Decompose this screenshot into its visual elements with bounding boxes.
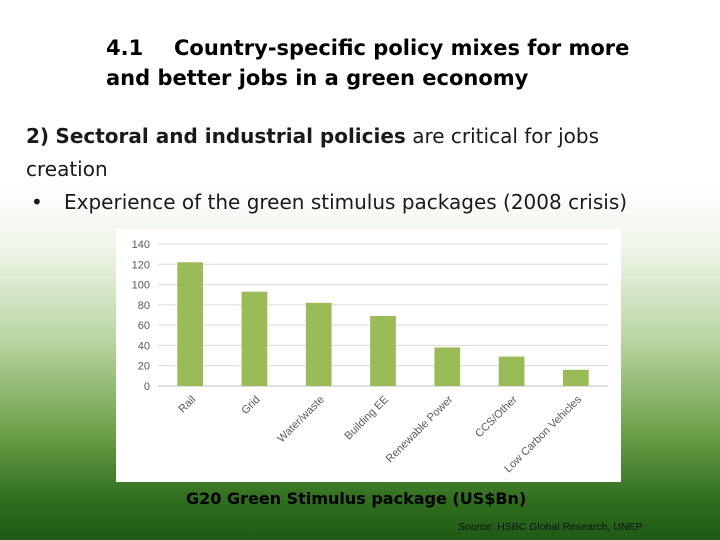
x-tick-label: Building EE xyxy=(342,394,391,443)
bullet-symbol: • xyxy=(31,190,43,214)
x-tick-label: Grid xyxy=(239,394,262,417)
title-number: 4.1 xyxy=(106,36,144,60)
y-tick-label: 80 xyxy=(138,300,150,312)
y-tick-label: 20 xyxy=(138,361,150,373)
bullet-item: • Experience of the green stimulus packag… xyxy=(26,186,716,219)
title-line-1: 4.1 Country-specific policy mixes for mor… xyxy=(106,33,686,63)
slide-body: 2) Sectoral and industrial policies are … xyxy=(26,120,716,219)
y-tick-label: 120 xyxy=(132,259,150,271)
x-tick-label: Water/waste xyxy=(275,394,326,445)
bar-chart: 0 20 40 60 80 100 120 140 Rail Grid Water/waste Bui… xyxy=(132,239,608,475)
bar xyxy=(305,302,332,386)
x-tick-label: Rail xyxy=(176,394,198,416)
bar xyxy=(434,347,461,386)
y-tick-label: 60 xyxy=(138,320,150,332)
x-tick-label: Renewable Power xyxy=(384,393,456,465)
source-text: : HSBC Global Research, UNEP xyxy=(491,521,643,533)
y-tick-label: 0 xyxy=(144,381,150,393)
bar xyxy=(241,291,268,386)
title-text-2: and better jobs in a green economy xyxy=(106,66,529,90)
y-tick-label: 40 xyxy=(138,340,150,352)
bar xyxy=(563,369,589,386)
bar xyxy=(370,316,396,386)
point-line: 2) Sectoral and industrial policies are … xyxy=(26,120,716,153)
slide-title: 4.1 Country-specific policy mixes for mor… xyxy=(106,33,686,93)
bar xyxy=(498,356,525,386)
point-rest-text: are critical for jobs xyxy=(412,124,600,148)
point-number: 2) xyxy=(26,124,50,148)
chart-caption: G20 Green Stimulus package (US$Bn) xyxy=(186,489,527,508)
point-bold-text: Sectoral and industrial policies xyxy=(55,124,406,148)
source-label: Source xyxy=(458,521,492,533)
y-tick-label: 140 xyxy=(132,239,150,251)
y-tick-label: 100 xyxy=(132,280,150,292)
bar xyxy=(177,262,203,386)
chart-container: 0 20 40 60 80 100 120 140 Rail Grid Water/waste Bui… xyxy=(116,229,621,482)
title-text-1: Country-specific policy mixes for more xyxy=(174,36,630,60)
point-line-2: creation xyxy=(26,157,108,181)
x-tick-label: CCS/Other xyxy=(473,393,520,440)
source-note: Source: HSBC Global Research, UNEP xyxy=(458,521,642,533)
bullet-text: Experience of the green stimulus package… xyxy=(64,190,628,214)
